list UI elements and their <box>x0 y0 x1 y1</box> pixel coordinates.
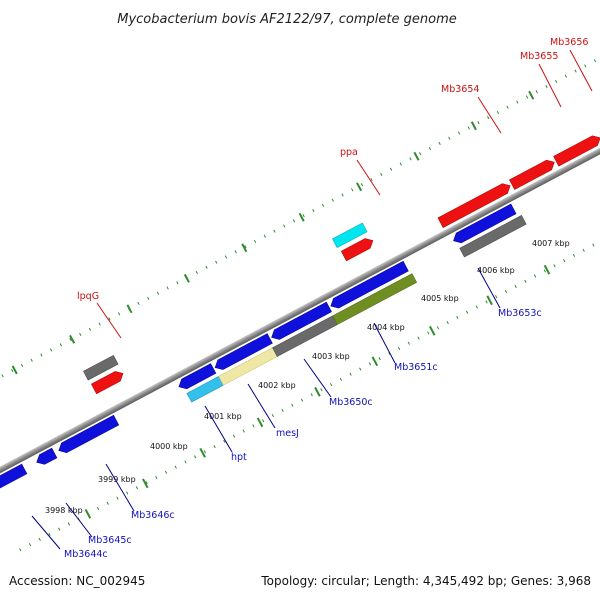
Mb3651c-gene-arrow[interactable] <box>328 260 409 311</box>
tick-label-4006: 4006 kbp <box>477 266 515 275</box>
gene-label-lpqG[interactable]: lpqG <box>77 291 99 302</box>
reverse-features <box>186 215 527 403</box>
accession-text: Accession: NC_002945 <box>9 574 145 588</box>
gene-label-Mb3646c[interactable]: Mb3646c <box>131 510 175 521</box>
tick-label-4007: 4007 kbp <box>532 239 570 248</box>
ppa-rna-bar[interactable] <box>332 222 368 249</box>
Mb3646c-gene-arrow[interactable] <box>56 414 120 455</box>
gene-label-Mb3655[interactable]: Mb3655 <box>520 51 558 62</box>
Mb3644c-gene-arrow[interactable] <box>0 463 28 494</box>
reverse-gene-labels: Mb3644c Mb3645c Mb3646c hpt mesJ Mb3650c… <box>64 308 542 560</box>
lower-major-ticks <box>84 264 551 519</box>
tick-label-4003: 4003 kbp <box>312 352 350 361</box>
map-track <box>0 58 600 552</box>
gene-label-Mb3656[interactable]: Mb3656 <box>550 37 588 48</box>
tick-label-4000: 4000 kbp <box>150 442 188 451</box>
gene-label-Mb3651c[interactable]: Mb3651c <box>394 362 438 373</box>
Mb3651c-feature-bar[interactable] <box>332 273 418 325</box>
forward-gene-labels: lpqG ppa Mb3654 Mb3655 Mb3656 <box>77 37 588 302</box>
hpt-gene-arrow[interactable] <box>176 363 217 392</box>
tick-label-4001: 4001 kbp <box>204 412 242 421</box>
gene-label-Mb3653c[interactable]: Mb3653c <box>498 308 542 319</box>
Mb3645c-gene-arrow[interactable] <box>34 447 58 467</box>
Mb3650c-gene-arrow[interactable] <box>269 301 332 342</box>
reverse-label-leaders <box>31 267 501 550</box>
tick-label-4004: 4004 kbp <box>367 323 405 332</box>
lower-tick-row <box>19 201 600 552</box>
Mb3653c-feature-bar[interactable] <box>459 215 527 258</box>
tick-label-3999: 3999 kbp <box>98 475 136 484</box>
gene-label-Mb3650c[interactable]: Mb3650c <box>329 397 373 408</box>
tick-label-3998: 3998 kbp <box>45 506 83 515</box>
Mb3655-gene-arrow[interactable] <box>509 157 557 190</box>
lpqG-pseudo-bar[interactable] <box>83 354 119 381</box>
tick-label-4005: 4005 kbp <box>421 294 459 303</box>
forward-genes <box>83 133 600 395</box>
mesJ-gene-arrow[interactable] <box>212 333 273 373</box>
kbp-tick-labels: 3998 kbp 3999 kbp 4000 kbp 4001 kbp 4002… <box>45 239 570 515</box>
forward-label-leaders <box>96 49 593 339</box>
topology-summary: Topology: circular; Length: 4,345,492 bp… <box>260 574 591 588</box>
reverse-genes <box>0 203 517 494</box>
gene-label-Mb3645c[interactable]: Mb3645c <box>88 535 132 546</box>
upper-tick-row <box>0 58 598 409</box>
Mb3653c-gene-arrow[interactable] <box>451 203 517 246</box>
gene-label-Mb3644c[interactable]: Mb3644c <box>64 549 108 560</box>
gene-label-hpt[interactable]: hpt <box>231 452 247 463</box>
gene-label-mesJ[interactable]: mesJ <box>276 428 299 439</box>
tick-label-4002: 4002 kbp <box>258 381 296 390</box>
gene-label-Mb3654[interactable]: Mb3654 <box>441 84 479 95</box>
gene-label-ppa[interactable]: ppa <box>340 147 358 158</box>
upper-major-ticks <box>11 90 535 375</box>
lpqG-gene-arrow[interactable] <box>91 369 125 395</box>
map-title: Mycobacterium bovis AF2122/97, complete … <box>117 12 456 27</box>
Mb3654-gene-arrow[interactable] <box>437 181 513 228</box>
Mb3656-gene-arrow[interactable] <box>553 133 600 167</box>
ppa-gene-arrow[interactable] <box>340 236 375 262</box>
genome-backbone <box>0 119 600 483</box>
